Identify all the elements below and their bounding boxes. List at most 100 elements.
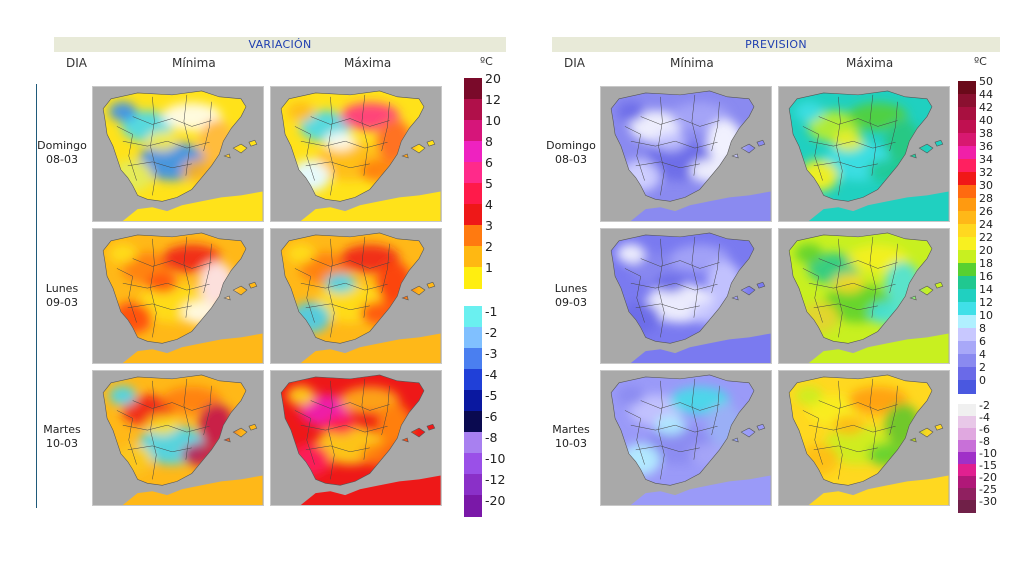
day-date: 09-03 — [46, 296, 78, 309]
legend-label: -4 — [979, 411, 990, 424]
legend-swatch — [464, 453, 482, 475]
legend-swatch — [464, 120, 482, 142]
map-variacion-maxima-day1 — [270, 86, 442, 222]
map-graphic — [788, 90, 949, 221]
legend-swatch — [958, 315, 976, 329]
legend-swatch — [958, 172, 976, 186]
legend-swatch — [464, 204, 482, 226]
legend-label: -15 — [979, 459, 997, 472]
legend-swatch — [464, 78, 482, 100]
legend-label: -1 — [485, 304, 498, 319]
legend-swatch — [958, 276, 976, 290]
legend-label: -25 — [979, 483, 997, 496]
legend-label: 8 — [979, 322, 986, 335]
legend-label: -3 — [485, 346, 498, 361]
legend-swatch — [464, 267, 482, 289]
minima-header: Mínima — [670, 56, 714, 70]
legend-swatch — [958, 404, 976, 417]
map-graphic — [788, 374, 949, 505]
legend-label: -4 — [485, 367, 498, 382]
map-prevision-minima-day1 — [600, 86, 772, 222]
legend-swatch — [464, 348, 482, 370]
legend-label: 22 — [979, 231, 993, 244]
legend-label: 26 — [979, 205, 993, 218]
prevision-title: PREVISION — [552, 37, 1000, 52]
legend-label: -2 — [979, 399, 990, 412]
legend-label: -2 — [485, 325, 498, 340]
legend-swatch — [958, 81, 976, 95]
legend-swatch — [464, 474, 482, 496]
legend-swatch — [464, 390, 482, 412]
legend-label: 32 — [979, 166, 993, 179]
legend-label: 36 — [979, 140, 993, 153]
day-name: Domingo — [37, 139, 87, 152]
legend-label: 50 — [979, 75, 993, 88]
legend-label: -8 — [979, 435, 990, 448]
legend-label: 20 — [485, 71, 501, 86]
map-graphic — [788, 232, 949, 363]
legend-label: -20 — [485, 493, 506, 508]
map-graphic — [280, 90, 441, 221]
variacion-title: VARIACIÓN — [54, 37, 506, 52]
legend-label: 6 — [485, 155, 493, 170]
map-variacion-minima-day2 — [92, 228, 264, 364]
prevision-panel: PREVISION DIA Mínima Máxima ºC Domingo 0… — [512, 0, 1024, 576]
legend-swatch — [958, 302, 976, 316]
legend-swatch — [464, 99, 482, 121]
legend-swatch — [958, 500, 976, 513]
row-label-day2: Lunes 09-03 — [32, 282, 92, 310]
legend-label: 6 — [979, 335, 986, 348]
map-prevision-maxima-day1 — [778, 86, 950, 222]
legend-swatch — [464, 369, 482, 391]
legend-swatch — [464, 411, 482, 433]
map-graphic — [102, 232, 263, 363]
maxima-header: Máxima — [846, 56, 894, 70]
legend-swatch — [958, 476, 976, 489]
unit-label: ºC — [480, 55, 493, 68]
row-label-day2: Lunes 09-03 — [541, 282, 601, 310]
legend-swatch — [464, 183, 482, 205]
map-variacion-minima-day1 — [92, 86, 264, 222]
legend-swatch — [958, 250, 976, 264]
legend-swatch — [958, 440, 976, 453]
map-variacion-minima-day3 — [92, 370, 264, 506]
legend-swatch — [464, 246, 482, 268]
day-date: 10-03 — [46, 437, 78, 450]
legend-label: -6 — [485, 409, 498, 424]
legend-swatch — [958, 416, 976, 429]
map-prevision-minima-day2 — [600, 228, 772, 364]
legend-swatch — [958, 237, 976, 251]
minima-header: Mínima — [172, 56, 216, 70]
day-name: Domingo — [546, 139, 596, 152]
unit-label: ºC — [974, 55, 987, 68]
map-graphic — [102, 90, 263, 221]
legend-label: 0 — [979, 374, 986, 387]
legend-label: 16 — [979, 270, 993, 283]
day-date: 10-03 — [555, 437, 587, 450]
legend-label: 5 — [485, 176, 493, 191]
legend-label: 44 — [979, 88, 993, 101]
day-date: 08-03 — [555, 153, 587, 166]
legend-label: 34 — [979, 153, 993, 166]
legend-swatch — [464, 306, 482, 328]
legend-swatch — [958, 380, 976, 394]
legend-label: 28 — [979, 192, 993, 205]
legend-swatch — [958, 464, 976, 477]
legend-swatch — [958, 107, 976, 121]
day-name: Lunes — [45, 282, 79, 295]
legend-swatch — [958, 159, 976, 173]
day-name: Martes — [43, 423, 81, 436]
legend-label: 20 — [979, 244, 993, 257]
map-variacion-maxima-day3 — [270, 370, 442, 506]
legend-label: 40 — [979, 114, 993, 127]
legend-swatch — [958, 367, 976, 381]
legend-swatch — [464, 225, 482, 247]
legend-label: 2 — [485, 239, 493, 254]
legend-label: 8 — [485, 134, 493, 149]
legend-swatch — [464, 141, 482, 163]
map-graphic — [280, 232, 441, 363]
maxima-header: Máxima — [344, 56, 392, 70]
legend-label: 24 — [979, 218, 993, 231]
legend-label: 4 — [979, 348, 986, 361]
legend-label: 18 — [979, 257, 993, 270]
